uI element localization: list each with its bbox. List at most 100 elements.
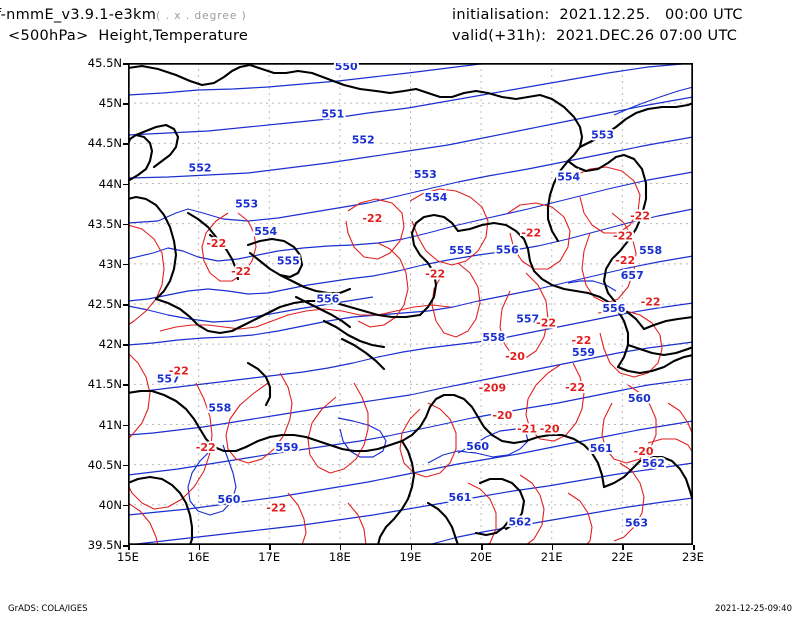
latitude-tick-mark xyxy=(123,344,128,346)
map-plot-area: 550 550 551 551 552 552 552 552 553 553 553 553 554 5… xyxy=(128,63,693,545)
latitude-tick-mark xyxy=(123,424,128,426)
contour-label: -22 xyxy=(521,227,541,240)
contour-label: -22 xyxy=(196,441,216,454)
contour-label-halo: 558 xyxy=(208,402,231,415)
footer-timestamp: 2021-12-25-09:40 xyxy=(715,604,792,614)
contour-label: -22 xyxy=(362,212,382,225)
contour-label: -20 xyxy=(540,423,560,436)
latitude-tick-mark xyxy=(123,143,128,145)
latitude-tick-label: 42.5N xyxy=(87,297,122,311)
latitude-tick-label: 45N xyxy=(98,96,122,111)
longitude-tick-mark xyxy=(410,545,412,550)
longitude-tick-label: 23E xyxy=(682,550,704,564)
contour-label-halo: -22 xyxy=(231,265,251,278)
longitude-tick-label: 22E xyxy=(611,550,634,564)
contour-label-halo: -21 xyxy=(517,423,537,436)
contour-label-halo: 559 xyxy=(275,441,298,454)
contour-label: -21 xyxy=(517,423,537,436)
contour-label: 551 xyxy=(321,108,344,121)
contour-label-halo: -22 xyxy=(536,316,556,329)
longitude-tick-mark xyxy=(693,545,695,550)
contour-label-halo: 557 xyxy=(516,312,539,325)
longitude-tick-label: 20E xyxy=(470,550,493,564)
contour-label: 554 xyxy=(424,191,447,204)
contour-label-halo: 562 xyxy=(642,457,665,470)
contour-label: 558 xyxy=(482,331,505,344)
contour-label: 557 xyxy=(157,373,180,386)
contour-label: 558 xyxy=(639,244,662,257)
contour-label: 560 xyxy=(628,392,651,405)
contour-label: 557 xyxy=(516,312,539,325)
contour-label: -22 xyxy=(565,381,585,394)
contour-label: 561 xyxy=(590,442,613,455)
latitude-tick-label: 44.5N xyxy=(87,136,122,151)
contour-label: 558 xyxy=(208,402,231,415)
latitude-tick-label: 45.5N xyxy=(87,56,122,70)
contour-label: 562 xyxy=(508,516,531,529)
contour-label: -22 xyxy=(206,237,226,250)
contour-label-halo: 556 xyxy=(316,292,339,305)
contour-label-halo: 561 xyxy=(590,442,613,455)
contour-label-halo: -22 xyxy=(613,230,633,243)
contour-label-halo: -22 xyxy=(266,501,286,514)
contour-label-halo: 555 xyxy=(449,244,472,257)
contour-label-halo: -22 xyxy=(565,381,585,394)
contour-label: 554 xyxy=(254,225,277,238)
latitude-tick-mark xyxy=(123,545,128,547)
contour-label: 563 xyxy=(625,517,648,530)
contour-label-halo: 553 xyxy=(591,129,614,142)
longitude-tick-mark xyxy=(622,545,624,550)
contour-label-halo: 557 xyxy=(157,373,180,386)
contour-label: 559 xyxy=(572,346,595,359)
contour-label-halo: 554 xyxy=(557,170,580,183)
contour-label: 553 xyxy=(414,168,437,181)
longitude-tick-label: 21E xyxy=(540,550,563,564)
longitude-tick-label: 19E xyxy=(399,550,422,564)
contour-label-halo: -20 xyxy=(634,445,654,458)
contour-label-halo: -22 xyxy=(615,254,635,267)
longitude-tick-mark xyxy=(339,545,342,550)
contour-label: 561 xyxy=(448,491,471,504)
contour-label-halo: 552 xyxy=(189,161,212,174)
contour-label-halo: 551 xyxy=(321,108,344,121)
contour-label: -20 xyxy=(492,409,512,422)
contour-label: -22 xyxy=(615,254,635,267)
model-units: ( . x . degree ) xyxy=(156,10,247,22)
longitude-tick-label: 17E xyxy=(258,550,281,564)
contour-label: 657 xyxy=(621,269,644,282)
contour-label-halo: -22 xyxy=(169,365,189,378)
contour-label: 552 xyxy=(189,161,212,174)
contour-label-halo: -22 xyxy=(196,441,216,454)
contour-label-halo: 657 xyxy=(621,269,644,282)
contour-label-halo: -20 xyxy=(505,350,525,363)
latitude-tick-mark xyxy=(123,103,128,105)
contour-label-halo: 560 xyxy=(628,392,651,405)
contour-label: 553 xyxy=(235,198,258,211)
contour-label-halo: 552 xyxy=(352,133,375,146)
contour-label: -22 xyxy=(536,316,556,329)
contour-label: -209 xyxy=(479,382,507,395)
gridlines xyxy=(128,63,693,545)
contour-label-halo: 554 xyxy=(424,191,447,204)
longitude-tick-label: 16E xyxy=(187,550,210,564)
contour-label-halo: 558 xyxy=(482,331,505,344)
contour-label: 556 xyxy=(602,302,625,315)
contour-label-halo: -22 xyxy=(362,212,382,225)
latitude-tick-label: 40.5N xyxy=(87,457,122,472)
contour-label: -22 xyxy=(571,334,591,347)
temperature-contours xyxy=(128,166,693,545)
longitude-tick-mark xyxy=(481,545,483,550)
contour-label: 560 xyxy=(218,493,241,506)
latitude-tick-label: 40N xyxy=(98,497,122,512)
latitude-tick-label: 44N xyxy=(98,176,122,191)
contour-label: -22 xyxy=(641,296,661,309)
longitude-tick-label: 15E xyxy=(117,550,139,564)
contour-label-halo: -209 xyxy=(479,382,507,395)
latitude-tick-mark xyxy=(123,183,128,185)
contour-label-halo: -22 xyxy=(521,227,541,240)
contour-label-halo: 559 xyxy=(572,346,595,359)
latitude-tick-label: 42N xyxy=(98,337,122,352)
plot-frame xyxy=(128,63,693,545)
contour-label-halo: -22 xyxy=(571,334,591,347)
